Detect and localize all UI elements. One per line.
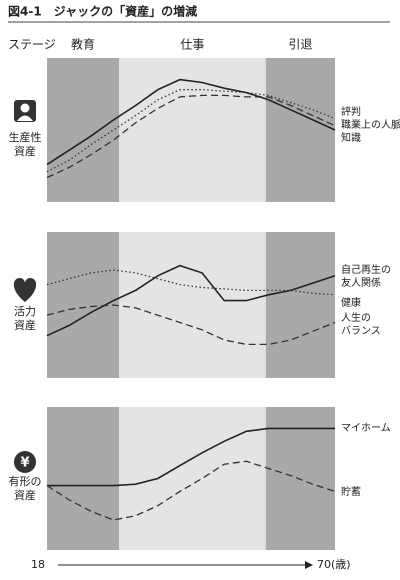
x-tick-label: 18: [31, 558, 45, 571]
series-label: 職業上の人脈: [341, 118, 400, 131]
person-icon: [14, 100, 36, 122]
yen-icon: ¥: [14, 451, 36, 473]
series-line: [46, 78, 336, 166]
series-label: バランス: [341, 325, 381, 337]
series-label: 知識: [341, 131, 361, 144]
series-label: 健康: [341, 296, 361, 309]
series-line: [46, 304, 336, 346]
row-label: 生産性: [9, 130, 42, 144]
heart-icon: [13, 278, 37, 302]
series-line: [46, 89, 336, 173]
series-line: [47, 427, 335, 487]
series-line: [46, 94, 336, 179]
stage-name: 引退: [288, 38, 312, 52]
row-label: 資産: [14, 145, 36, 158]
row-label: 資産: [14, 489, 36, 502]
series-line: [46, 460, 336, 521]
figure-title: 図4-1 ジャックの「資産」の増減: [8, 4, 197, 19]
row-label: 有形の: [9, 474, 42, 488]
stage-band: [265, 407, 335, 550]
series-label: マイホーム: [341, 422, 391, 434]
stage-band: [119, 232, 266, 378]
stage-band: [47, 407, 119, 550]
series-label: 人生の: [341, 311, 371, 324]
series-label: 自己再生の: [341, 263, 391, 276]
svg-text:¥: ¥: [20, 456, 29, 471]
stage-band: [265, 232, 335, 378]
age-arrow-head: [305, 561, 313, 569]
stage-band: [265, 58, 335, 202]
stage-band: [47, 58, 119, 202]
stage-header: ステージ: [8, 38, 56, 52]
stage-name: 教育: [71, 37, 95, 52]
x-tick-label: 70(歳): [317, 558, 351, 571]
stage-band: [119, 58, 266, 202]
stage-band: [119, 407, 266, 550]
series-label: 友人関係: [341, 276, 381, 289]
row-label: 活力: [14, 305, 36, 318]
series-label: 評判: [341, 105, 361, 118]
series-label: 貯蓄: [341, 486, 361, 498]
stage-name: 仕事: [180, 38, 204, 52]
stage-band: [47, 232, 119, 378]
series-line: [46, 264, 336, 337]
row-label: 資産: [14, 319, 36, 332]
